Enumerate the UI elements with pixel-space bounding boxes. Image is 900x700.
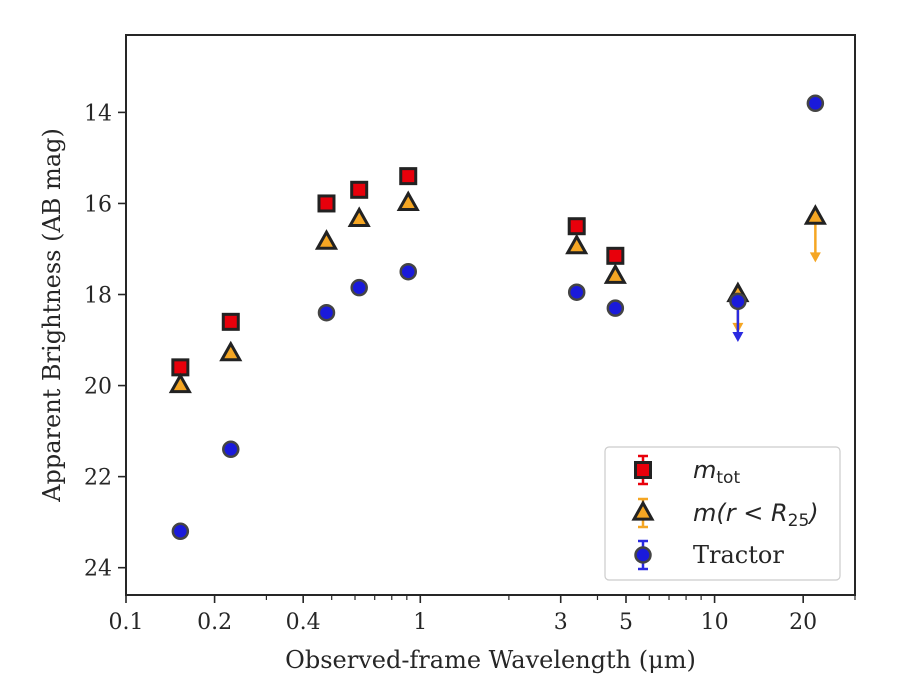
legend-label: mtot	[693, 456, 740, 488]
x-tick-label: 5	[619, 610, 633, 635]
data-point	[567, 283, 586, 301]
data-point	[314, 229, 339, 250]
data-point	[567, 217, 586, 236]
data-point	[350, 180, 369, 199]
data-point	[171, 522, 190, 541]
data-point	[399, 262, 417, 281]
upper-limit-arrowhead	[732, 332, 744, 343]
x-axis-label: Observed-frame Wavelength (μm)	[285, 646, 696, 674]
data-point	[806, 94, 825, 113]
x-tick-label: 10	[701, 610, 729, 635]
y-tick-label: 18	[84, 284, 112, 309]
axis-ticks: 0.1 0.2 0.4 1 3 5 10 20 14 16 18 20 22 24	[84, 101, 856, 635]
y-tick-label: 22	[84, 466, 112, 491]
data-point	[347, 206, 371, 227]
legend-marker	[634, 461, 652, 479]
data-point	[350, 278, 368, 297]
y-tick-label: 24	[84, 557, 112, 582]
y-axis-label: Apparent Brightness (AB mag)	[38, 128, 66, 503]
data-point	[317, 194, 336, 213]
x-tick-label: 3	[554, 610, 568, 635]
data-point	[606, 299, 625, 317]
data-point	[219, 340, 243, 362]
upper-limit-arrowhead	[809, 252, 821, 263]
legend-label: Tractor	[693, 541, 784, 569]
data-point	[729, 292, 747, 311]
legend-marker	[634, 546, 652, 564]
y-tick-label: 16	[84, 192, 112, 217]
legend-marker	[631, 500, 655, 521]
y-tick-label: 20	[84, 375, 112, 400]
series-square	[171, 167, 625, 377]
data-point	[803, 204, 827, 225]
plot-marks	[168, 94, 827, 541]
x-tick-label: 0.2	[197, 610, 232, 635]
data-point	[222, 440, 240, 459]
y-tick-label: 14	[84, 101, 112, 126]
legend: mtot m(r < R25) Tractor	[604, 446, 841, 581]
series-circle	[171, 94, 825, 541]
plot-frame	[125, 34, 856, 596]
data-point	[399, 167, 418, 186]
legend-box	[604, 446, 841, 581]
data-point	[603, 263, 627, 284]
data-point	[565, 233, 589, 255]
x-tick-label: 20	[789, 610, 817, 635]
data-point	[317, 303, 336, 322]
data-point	[396, 190, 420, 212]
data-point	[606, 246, 625, 265]
legend-label: m(r < R25)	[693, 499, 819, 531]
series-triangle	[168, 190, 827, 394]
x-tick-label: 0.1	[109, 610, 144, 635]
x-tick-label: 1	[413, 610, 427, 635]
data-point	[168, 372, 192, 394]
data-point	[221, 312, 240, 331]
x-tick-label: 0.4	[286, 610, 321, 635]
